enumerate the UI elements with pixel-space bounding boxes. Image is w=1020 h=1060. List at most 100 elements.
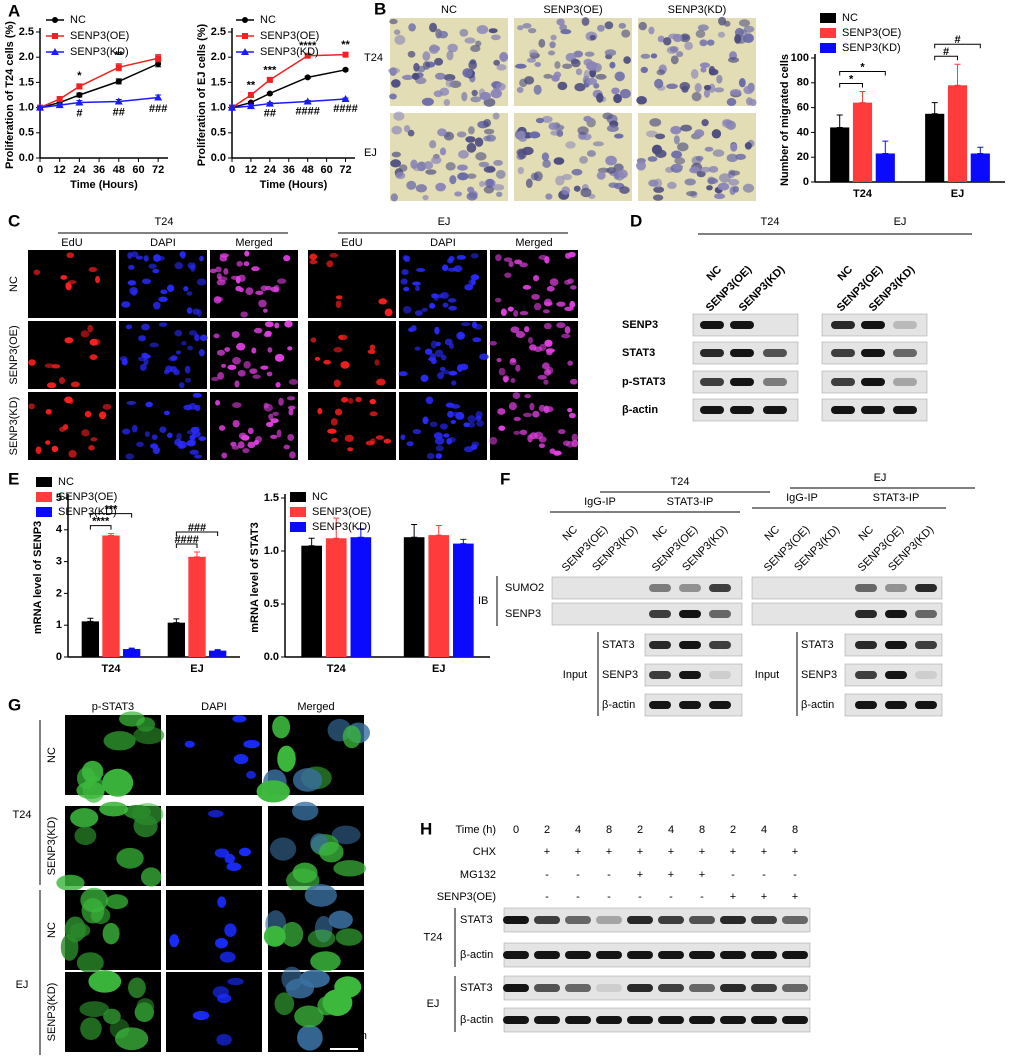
cell xyxy=(524,76,535,85)
cell xyxy=(236,261,243,267)
blot-band xyxy=(885,701,907,709)
cell xyxy=(534,61,542,68)
blot-band xyxy=(915,641,937,649)
significance: **** xyxy=(92,516,110,528)
cell xyxy=(370,438,376,445)
cell xyxy=(151,434,158,440)
cell xyxy=(102,768,134,797)
cell xyxy=(223,268,229,275)
cell xyxy=(617,169,628,179)
cell xyxy=(533,171,543,182)
lane-label: NC xyxy=(856,524,876,544)
cell xyxy=(640,53,651,59)
cell xyxy=(657,35,665,43)
cell xyxy=(428,302,436,309)
cell xyxy=(292,801,319,821)
cell xyxy=(283,255,291,262)
cell xyxy=(217,372,225,380)
channel-label: p-STAT3 xyxy=(92,701,134,713)
cell xyxy=(121,358,128,366)
blot-band xyxy=(649,701,671,709)
cell xyxy=(133,814,158,838)
cell xyxy=(447,410,454,418)
cell xyxy=(670,55,679,65)
error-bar xyxy=(882,140,889,154)
cell xyxy=(391,79,401,88)
micrograph xyxy=(166,715,262,795)
blot-band xyxy=(709,701,731,709)
cell xyxy=(165,365,173,373)
input-label: Input xyxy=(755,669,779,681)
marker xyxy=(266,90,273,97)
cell xyxy=(483,118,492,128)
cell xyxy=(446,50,454,61)
panel-label: B xyxy=(374,0,386,18)
cell xyxy=(438,30,449,39)
group-label: EJ xyxy=(894,216,907,228)
blot-band xyxy=(915,701,937,709)
cell xyxy=(399,164,408,172)
cell xyxy=(173,369,180,376)
cell xyxy=(347,397,354,404)
cell xyxy=(230,441,237,447)
cell xyxy=(583,115,592,122)
cell xyxy=(518,149,527,160)
cell xyxy=(232,715,247,723)
y-axis-label: mRNA level of SENP3 xyxy=(32,521,44,634)
cell xyxy=(515,330,526,339)
blot-band xyxy=(861,349,885,357)
cell xyxy=(495,254,502,262)
legend-label: SENP3(OE) xyxy=(842,27,901,39)
cell xyxy=(169,934,180,948)
cell xyxy=(221,363,227,368)
cell xyxy=(479,91,491,101)
cell xyxy=(292,768,323,792)
x-tick-label: 0 xyxy=(37,164,43,176)
marker xyxy=(36,103,44,111)
cell xyxy=(143,255,149,262)
micrograph xyxy=(489,392,579,460)
cell xyxy=(194,454,202,459)
y-tick-label: 2.5 xyxy=(211,26,226,38)
significance: ** xyxy=(247,79,256,91)
cell xyxy=(121,301,131,308)
cell xyxy=(490,34,501,41)
cell xyxy=(437,128,447,137)
cell xyxy=(581,17,590,26)
cell xyxy=(440,354,447,361)
channel-label: DAPI xyxy=(430,237,456,249)
cell xyxy=(247,427,254,435)
y-tick-label: 0.5 xyxy=(19,127,34,139)
lane-label: NC xyxy=(835,264,855,284)
cell xyxy=(369,411,378,417)
blot-band xyxy=(751,1016,777,1024)
cell xyxy=(232,402,242,409)
cell xyxy=(56,874,85,891)
marker xyxy=(228,103,236,111)
cell xyxy=(422,61,431,70)
cell xyxy=(453,265,463,273)
marker xyxy=(342,51,349,58)
error-bar xyxy=(194,551,200,558)
error-bar xyxy=(836,114,843,128)
significance: * xyxy=(77,70,82,82)
cell xyxy=(403,125,411,133)
cell xyxy=(447,258,454,264)
cell xyxy=(143,358,149,366)
bar xyxy=(947,85,968,182)
micrograph xyxy=(636,113,756,201)
cell xyxy=(654,78,664,89)
cell xyxy=(670,125,682,135)
legend-swatch xyxy=(36,477,52,487)
cell xyxy=(391,125,402,135)
cell xyxy=(33,269,41,276)
error-bar xyxy=(173,618,180,624)
row-label: SENP3(KD) xyxy=(8,397,20,456)
cell xyxy=(262,308,268,313)
panel-label: F xyxy=(500,469,510,488)
cell xyxy=(514,259,523,265)
cell xyxy=(500,308,507,316)
cell xyxy=(553,157,565,165)
cell xyxy=(613,133,624,139)
cell xyxy=(430,340,438,349)
